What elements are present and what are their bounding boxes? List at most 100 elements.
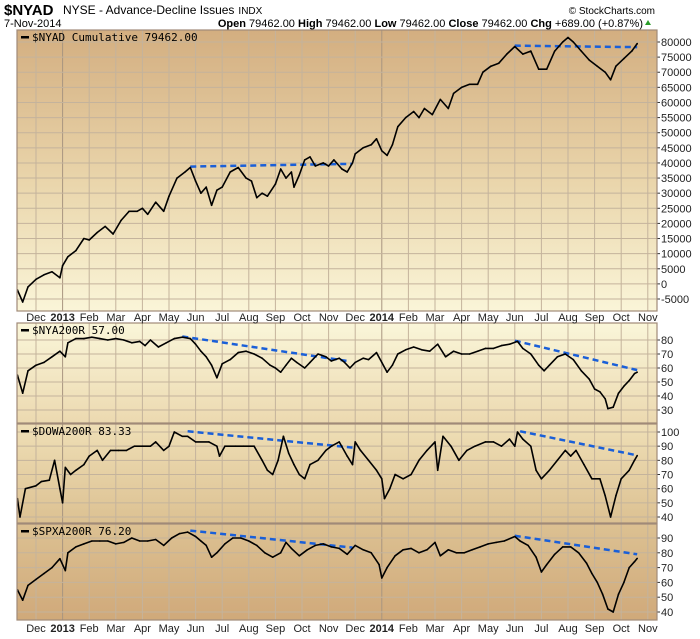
data-point bbox=[64, 569, 67, 572]
x-axis-bottom: Dec 2013 Feb Mar Apr May Jun Jul Aug Sep Oct Nov Dec… bbox=[26, 623, 658, 635]
data-point bbox=[418, 459, 420, 462]
data-point bbox=[628, 379, 630, 382]
data-point bbox=[141, 445, 144, 448]
x-tick-label: Nov bbox=[319, 312, 339, 324]
x-tick-label: Apr bbox=[134, 312, 151, 324]
data-point bbox=[426, 549, 428, 551]
x-tick-label: Oct bbox=[613, 312, 630, 324]
data-point bbox=[83, 543, 85, 545]
data-point bbox=[200, 540, 202, 542]
y-tick-label: 70 bbox=[661, 349, 673, 361]
data-point bbox=[375, 469, 378, 472]
panel-border bbox=[16, 322, 658, 424]
data-point bbox=[471, 549, 474, 551]
data-point bbox=[51, 566, 53, 569]
trendline bbox=[187, 430, 353, 449]
data-point bbox=[535, 556, 537, 558]
y-tick-label: 90 bbox=[661, 441, 673, 453]
y-tick-label: 100 bbox=[661, 427, 679, 439]
data-point bbox=[59, 277, 61, 279]
data-point bbox=[200, 192, 202, 194]
data-point bbox=[255, 544, 258, 547]
x-tick-label: Nov bbox=[638, 623, 658, 635]
data-point bbox=[181, 435, 184, 438]
data-point bbox=[173, 337, 176, 340]
series-line-spxa200r bbox=[17, 531, 638, 613]
data-point bbox=[561, 546, 564, 548]
x-tick-label: Sep bbox=[585, 312, 605, 324]
data-point bbox=[362, 147, 365, 149]
data-point bbox=[154, 441, 157, 443]
y-tick-label: 50000 bbox=[661, 128, 692, 140]
y-tick-label: 65000 bbox=[661, 82, 692, 94]
data-point bbox=[194, 535, 197, 538]
data-point bbox=[314, 165, 317, 167]
data-point bbox=[378, 563, 380, 566]
data-point bbox=[330, 546, 333, 548]
x-tick-label: May bbox=[478, 312, 499, 324]
data-point bbox=[83, 463, 85, 466]
data-point bbox=[218, 455, 221, 457]
data-point bbox=[24, 487, 27, 490]
x-tick-label: Apr bbox=[453, 312, 470, 324]
data-point bbox=[439, 555, 442, 557]
x-tick-label: Jun bbox=[187, 623, 205, 635]
data-point bbox=[269, 364, 271, 367]
data-point bbox=[184, 171, 186, 173]
data-point bbox=[205, 186, 207, 188]
data-point bbox=[154, 201, 157, 203]
data-point bbox=[61, 502, 64, 504]
data-point bbox=[27, 584, 29, 587]
data-point bbox=[572, 358, 575, 361]
data-point bbox=[285, 364, 287, 367]
y-tick-label: 40000 bbox=[661, 158, 692, 170]
y-tick-label: 80 bbox=[661, 335, 673, 347]
data-point bbox=[115, 543, 117, 545]
data-point bbox=[149, 445, 152, 448]
data-point bbox=[588, 378, 591, 381]
data-point bbox=[309, 156, 311, 158]
data-point bbox=[210, 364, 213, 367]
data-point bbox=[564, 449, 567, 452]
data-point bbox=[617, 392, 620, 395]
data-point bbox=[633, 459, 636, 462]
x-tick-label: Mar bbox=[106, 623, 125, 635]
data-point bbox=[447, 549, 450, 551]
data-point bbox=[434, 441, 436, 443]
data-point bbox=[410, 547, 412, 550]
data-point bbox=[593, 388, 596, 390]
data-point bbox=[612, 611, 614, 613]
x-tick-label: Aug bbox=[558, 312, 578, 324]
legend-swatch bbox=[21, 36, 29, 39]
y-tick-label: 10000 bbox=[661, 249, 692, 261]
x-tick-label: Aug bbox=[239, 623, 259, 635]
data-point bbox=[224, 543, 226, 545]
data-point bbox=[362, 357, 365, 360]
data-point bbox=[43, 361, 45, 364]
data-point bbox=[96, 449, 98, 452]
panel-nya200r: 30 40 50 60 70 80 $NYA200R 57.00 bbox=[16, 322, 673, 424]
data-point bbox=[138, 340, 141, 343]
data-point bbox=[556, 459, 559, 462]
data-point bbox=[548, 364, 551, 367]
data-point bbox=[620, 478, 622, 480]
y-tick-label: 40 bbox=[661, 512, 673, 524]
data-point bbox=[476, 350, 479, 353]
data-point bbox=[189, 166, 192, 169]
x-tick-label: Jul bbox=[215, 312, 229, 324]
data-point bbox=[612, 406, 614, 409]
data-point bbox=[290, 547, 293, 550]
x-tick-label: Mar bbox=[426, 623, 445, 635]
x-tick-label: Nov bbox=[319, 623, 339, 635]
x-tick-label: Mar bbox=[106, 312, 125, 324]
data-point bbox=[189, 337, 192, 340]
x-tick-label: May bbox=[478, 623, 499, 635]
x-tick-label: Oct bbox=[613, 623, 630, 635]
data-point bbox=[540, 571, 543, 573]
data-point bbox=[229, 358, 231, 361]
data-point bbox=[136, 210, 138, 213]
data-point bbox=[224, 445, 226, 448]
x-tick-label: Dec bbox=[26, 623, 46, 635]
data-point bbox=[588, 59, 591, 61]
data-point bbox=[391, 144, 394, 146]
